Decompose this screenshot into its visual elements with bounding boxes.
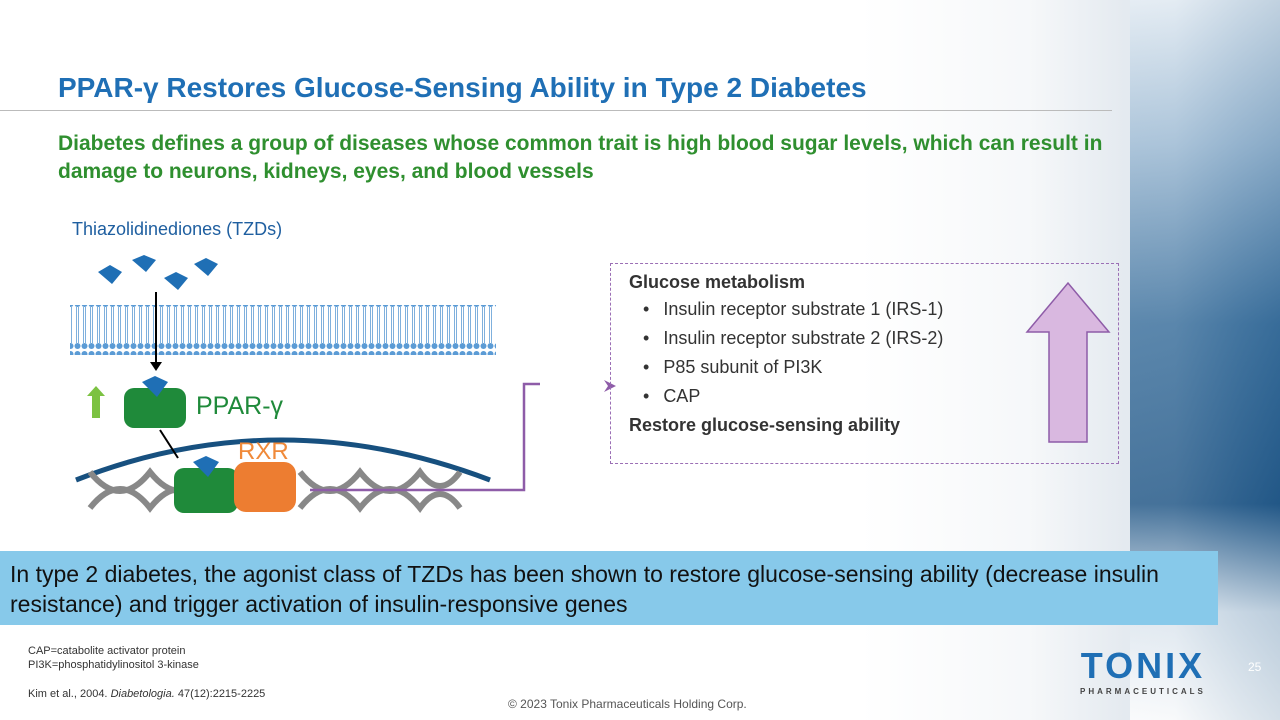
title-divider: [0, 110, 1112, 111]
reference: Kim et al., 2004. Diabetologia. 47(12):2…: [28, 688, 265, 700]
rxr-protein: [234, 462, 296, 512]
up-arrow-icon: [87, 386, 105, 418]
rxr-label: RXR: [238, 438, 289, 465]
footnote-pi3k: PI3K=phosphatidylinositol 3-kinase: [28, 659, 199, 671]
tzd-label: Thiazolidinediones (TZDs): [72, 219, 283, 239]
ref-journal: Diabetologia.: [110, 688, 175, 700]
effects-heading: Glucose metabolism: [629, 272, 806, 292]
effects-footer: Restore glucose-sensing ability: [629, 415, 901, 435]
footnote-cap: CAP=catabolite activator protein: [28, 645, 186, 657]
mechanism-diagram: [70, 255, 540, 513]
page-number: 25: [1248, 660, 1262, 674]
connector-arrow: [310, 382, 540, 492]
list-item: P85 subunit of PI3K: [643, 357, 1100, 378]
summary-banner: In type 2 diabetes, the agonist class of…: [0, 551, 1218, 625]
list-item: Insulin receptor substrate 1 (IRS-1): [643, 299, 1100, 320]
ppar-label: PPAR-γ: [196, 392, 284, 420]
logo-tagline: PHARMACEUTICALS: [1080, 687, 1206, 696]
ref-authors: Kim et al., 2004.: [28, 688, 108, 700]
ppar-protein: [124, 388, 186, 428]
slide-title: PPAR-γ Restores Glucose-Sensing Ability …: [58, 72, 867, 103]
logo-name: TONIX: [1080, 645, 1206, 686]
tonix-logo: TONIX PHARMACEUTICALS: [1080, 645, 1206, 696]
effects-box: Glucose metabolism Insulin receptor subs…: [610, 263, 1119, 464]
increase-arrow-icon: [1025, 281, 1111, 443]
tzd-molecules: [98, 255, 218, 290]
nucleus-membrane: [75, 437, 491, 483]
cell-membrane: [70, 305, 496, 355]
list-item: CAP: [643, 386, 1100, 407]
ref-detail: 47(12):2215-2225: [177, 688, 266, 700]
slide-subtitle: Diabetes defines a group of diseases who…: [58, 132, 1103, 183]
list-item: Insulin receptor substrate 2 (IRS-2): [643, 328, 1100, 349]
copyright: © 2023 Tonix Pharmaceuticals Holding Cor…: [508, 697, 747, 711]
